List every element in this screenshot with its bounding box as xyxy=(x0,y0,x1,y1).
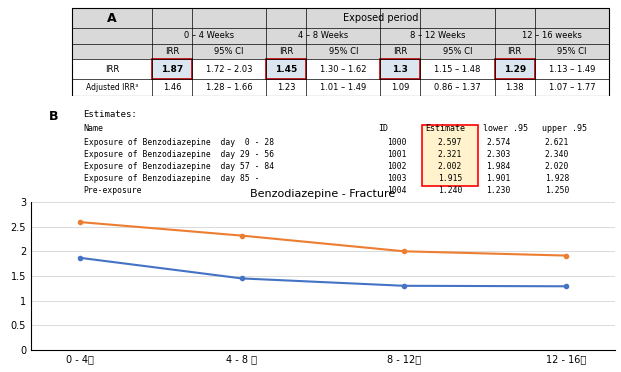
Text: 1004: 1004 xyxy=(387,186,407,195)
Text: ID: ID xyxy=(378,124,388,133)
Text: 2.303: 2.303 xyxy=(486,150,510,159)
Text: Adjusted IRR³: Adjusted IRR³ xyxy=(86,83,138,92)
Text: Estimate: Estimate xyxy=(425,124,465,133)
논문 xyxy=(76,256,83,260)
Text: 1.28 – 1.66: 1.28 – 1.66 xyxy=(206,83,252,92)
Text: 95% CI: 95% CI xyxy=(329,47,358,56)
Text: IRR: IRR xyxy=(279,47,293,56)
Text: 2.597: 2.597 xyxy=(438,138,462,147)
Text: 1.23: 1.23 xyxy=(277,83,296,92)
검증 xyxy=(238,233,245,238)
Text: IRR: IRR xyxy=(507,47,522,56)
Bar xyxy=(152,60,192,79)
Text: 1.38: 1.38 xyxy=(505,83,524,92)
Bar xyxy=(72,44,609,60)
Text: 1.928: 1.928 xyxy=(545,174,569,183)
Text: Estimates:: Estimates: xyxy=(84,110,137,119)
Bar xyxy=(422,125,478,186)
Text: 1001: 1001 xyxy=(387,150,407,159)
Text: 1.46: 1.46 xyxy=(163,83,181,92)
Text: 2.020: 2.020 xyxy=(545,162,569,171)
Text: 95% CI: 95% CI xyxy=(557,47,587,56)
Text: 1.45: 1.45 xyxy=(275,65,297,74)
Text: Name: Name xyxy=(84,124,104,133)
Text: 1.87: 1.87 xyxy=(161,65,183,74)
Text: 1.240: 1.240 xyxy=(438,186,462,195)
Text: 2.621: 2.621 xyxy=(545,138,569,147)
Text: upper .95: upper .95 xyxy=(542,124,587,133)
Text: 0 – 4 Weeks: 0 – 4 Weeks xyxy=(184,31,234,40)
Text: 1.915: 1.915 xyxy=(438,174,462,183)
Text: IRR: IRR xyxy=(165,47,179,56)
Bar xyxy=(495,60,535,79)
Bar xyxy=(72,28,609,44)
Text: Exposed period: Exposed period xyxy=(343,13,418,23)
Text: 12 – 16 weeks: 12 – 16 weeks xyxy=(522,31,582,40)
논문 xyxy=(238,276,245,280)
Text: 2.002: 2.002 xyxy=(438,162,462,171)
Text: 1003: 1003 xyxy=(387,174,407,183)
Text: Exposure of Benzodiazepine  day 57 - 84: Exposure of Benzodiazepine day 57 - 84 xyxy=(84,162,274,171)
Text: 2.340: 2.340 xyxy=(545,150,569,159)
Text: 1.901: 1.901 xyxy=(486,174,510,183)
Text: 8 – 12 Weeks: 8 – 12 Weeks xyxy=(410,31,465,40)
Text: Exposure of Benzodiazepine  day  0 - 28: Exposure of Benzodiazepine day 0 - 28 xyxy=(84,138,274,147)
Line: 논문: 논문 xyxy=(78,256,568,288)
Text: 1.72 – 2.03: 1.72 – 2.03 xyxy=(206,65,252,74)
Text: Exposure of Benzodiazepine  day 85 -: Exposure of Benzodiazepine day 85 - xyxy=(84,174,279,183)
Text: 1.3: 1.3 xyxy=(392,65,409,74)
Text: 1000: 1000 xyxy=(387,138,407,147)
Text: 95% CI: 95% CI xyxy=(443,47,473,56)
Text: IRR: IRR xyxy=(105,65,119,74)
Text: IRR: IRR xyxy=(393,47,407,56)
Text: 2.574: 2.574 xyxy=(486,138,510,147)
Text: lower .95: lower .95 xyxy=(484,124,528,133)
검증 xyxy=(76,220,83,224)
Text: 1.250: 1.250 xyxy=(545,186,569,195)
Text: 1.30 – 1.62: 1.30 – 1.62 xyxy=(320,65,366,74)
논문 xyxy=(401,283,408,288)
Text: 2.321: 2.321 xyxy=(438,150,462,159)
Text: 1.01 – 1.49: 1.01 – 1.49 xyxy=(320,83,366,92)
Text: B: B xyxy=(48,110,58,123)
Bar xyxy=(72,8,609,28)
Text: 1.230: 1.230 xyxy=(486,186,510,195)
검증 xyxy=(401,249,408,254)
Text: 1.29: 1.29 xyxy=(504,65,526,74)
Text: 4 – 8 Weeks: 4 – 8 Weeks xyxy=(298,31,348,40)
Text: A: A xyxy=(107,12,117,25)
Text: 95% CI: 95% CI xyxy=(214,47,244,56)
Bar xyxy=(381,60,420,79)
논문 xyxy=(563,284,570,289)
Bar xyxy=(152,60,192,79)
Text: 1.07 – 1.77: 1.07 – 1.77 xyxy=(548,83,595,92)
Text: 1002: 1002 xyxy=(387,162,407,171)
Text: 1.09: 1.09 xyxy=(391,83,410,92)
Bar xyxy=(266,60,306,79)
검증 xyxy=(563,253,570,258)
Bar xyxy=(266,60,306,79)
Text: Exposure of Benzodiazepine  day 29 - 56: Exposure of Benzodiazepine day 29 - 56 xyxy=(84,150,274,159)
Text: 0.86 – 1.37: 0.86 – 1.37 xyxy=(434,83,481,92)
Text: 1.984: 1.984 xyxy=(486,162,510,171)
Text: 1.13 – 1.49: 1.13 – 1.49 xyxy=(548,65,595,74)
Text: Pre-exposure: Pre-exposure xyxy=(84,186,142,195)
Text: 1.15 – 1.48: 1.15 – 1.48 xyxy=(434,65,481,74)
Title: Benzodiazepine - Fracture: Benzodiazepine - Fracture xyxy=(250,189,396,199)
Line: 검증: 검증 xyxy=(78,220,568,258)
Bar xyxy=(495,60,535,79)
Bar xyxy=(381,60,420,79)
